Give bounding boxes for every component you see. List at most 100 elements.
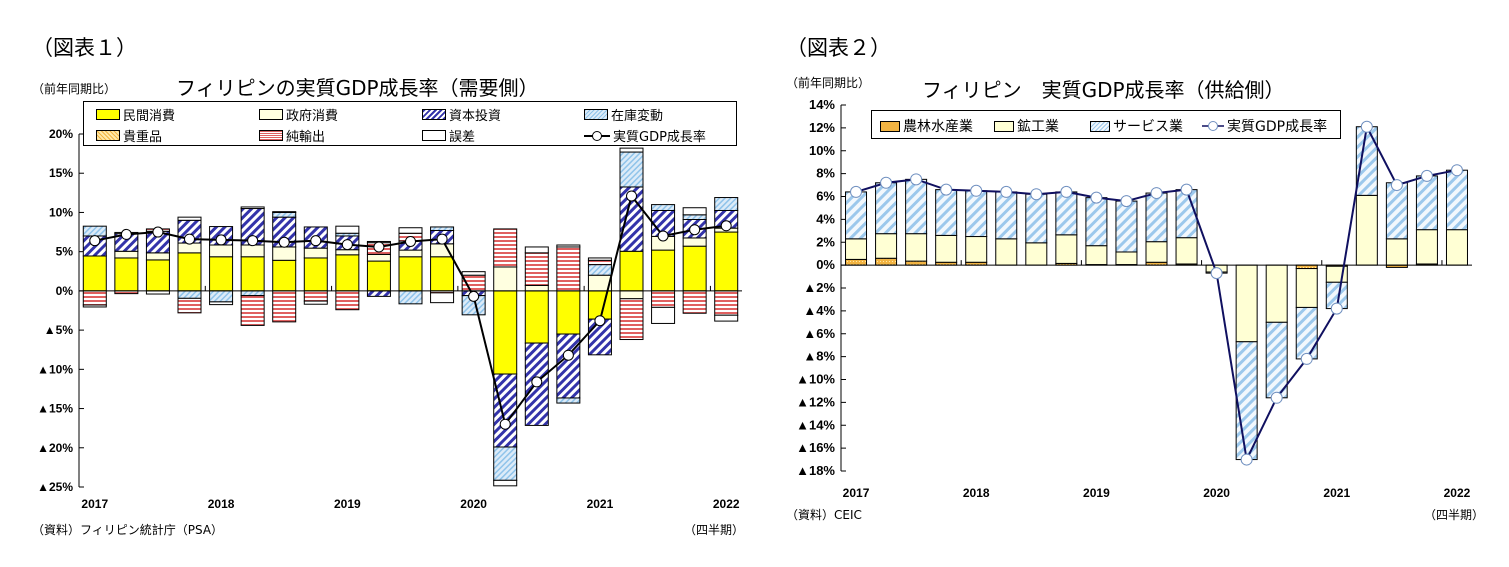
bar-private [272, 259, 297, 292]
gdp-point [405, 235, 416, 247]
bar-capital [556, 333, 581, 399]
y-tick-label: 4% [816, 211, 835, 226]
source-note-1: （資料）フィリピン統計庁（PSA） [32, 523, 224, 537]
legend-item-capital: 資本投資 [422, 105, 501, 124]
gdp-point [184, 233, 195, 245]
bar-industry [875, 233, 898, 259]
bar-govt [619, 290, 644, 300]
y-tick-label: ▲5% [44, 323, 74, 337]
bar-services [905, 178, 928, 235]
bar-net_exports [524, 252, 549, 286]
bar-industry [1235, 264, 1258, 343]
legend-swatch [994, 120, 1014, 132]
legend-2: 農林水産業 鉱工業 サービス業 実質GDP成長率 [871, 110, 1341, 139]
y-tick-label: ▲16% [796, 440, 835, 455]
x-tick-label: 2020 [1203, 486, 1230, 500]
bar-govt [682, 237, 707, 247]
bar-capital [493, 373, 518, 448]
bar-industry [1025, 242, 1048, 266]
bar-govt [145, 252, 170, 261]
bar-govt [493, 266, 518, 292]
gdp-point [341, 239, 353, 251]
bar-private [366, 260, 391, 292]
y-tick-label: 6% [816, 189, 835, 204]
y-tick-label: ▲20% [37, 441, 73, 455]
gdp-point [89, 235, 101, 247]
bar-industry [1295, 268, 1318, 308]
bar-govt [524, 284, 549, 292]
bar-industry [905, 233, 928, 262]
gdp-point [940, 183, 953, 196]
bar-services [935, 189, 958, 236]
gdp-point [1330, 302, 1343, 315]
bar-inventory [651, 204, 676, 211]
bar-private [682, 245, 707, 292]
legend-label: 農林水産業 [903, 119, 973, 135]
bar-agri [1295, 264, 1318, 270]
legend-item-services: サービス業 [1090, 116, 1183, 136]
bar-inventory [556, 397, 581, 404]
bar-industry [1385, 238, 1408, 266]
y-tick-label: ▲8% [803, 349, 835, 364]
legend-item-gdp: 実質GDP成長率 [584, 126, 706, 145]
gdp-point [1450, 164, 1463, 177]
bar-agri [845, 258, 868, 266]
y-tick-label: 0% [816, 257, 835, 272]
bar-industry [1085, 245, 1108, 266]
legend-label: 在庫変動 [611, 109, 664, 124]
bar-govt [209, 244, 234, 258]
bar-inventory [177, 290, 202, 299]
legend-item-govt: 政府消費 [259, 105, 338, 124]
bar-industry [1115, 251, 1138, 266]
bar-net_exports [303, 290, 328, 302]
bar-net_exports [240, 295, 265, 326]
gdp-point [531, 376, 543, 388]
x-tick-label: 2019 [334, 497, 361, 511]
legend-label: 政府消費 [286, 109, 339, 124]
legend-label: 鉱工業 [1017, 119, 1059, 135]
bar-inventory [209, 290, 234, 303]
y-tick-label: 10% [49, 205, 73, 219]
legend-item-valuables: 貴重品 [96, 126, 162, 145]
legend-item-industry: 鉱工業 [994, 116, 1059, 136]
bar-error [335, 225, 360, 234]
bar-private [240, 256, 265, 292]
unit-label-2: （前年同期比） [786, 76, 871, 90]
supply-side-chart: 14% 12% 10% 8% 6% 4% 2% 0% ▲2% ▲4% ▲6% ▲8% ▲10% ▲12% ▲… [796, 97, 1472, 500]
y-tick-label: 12% [809, 120, 835, 135]
bar-services [1295, 306, 1318, 360]
y-tick-label: 5% [56, 245, 74, 259]
gdp-point [1120, 195, 1133, 208]
legend-swatch [584, 109, 608, 120]
legend-item-private: 民間消費 [96, 105, 175, 124]
gdp-point [373, 241, 385, 253]
gdp-point [1390, 179, 1403, 192]
bar-error [398, 227, 423, 234]
y-tick-label: ▲18% [796, 463, 835, 478]
bar-industry [1355, 194, 1378, 266]
bar-services [1415, 175, 1438, 231]
bar-private [335, 254, 360, 292]
bar-services [875, 182, 898, 235]
bar-inventory [714, 197, 739, 211]
bar-private [82, 255, 107, 292]
period-note-2: （四半期） [1424, 508, 1485, 522]
legend-label: 資本投資 [449, 109, 502, 124]
bar-error [556, 244, 581, 248]
unit-label-1: （前年同期比） [32, 82, 117, 96]
gdp-point [1300, 352, 1313, 365]
gdp-point [152, 226, 164, 238]
legend-swatch [259, 130, 283, 141]
bar-govt [303, 247, 328, 259]
bar-industry [995, 238, 1018, 266]
gdp-point [1420, 169, 1433, 182]
gdp-point [970, 184, 983, 197]
legend-label: 実質GDP成長率 [1227, 119, 1328, 135]
legend-label: サービス業 [1113, 119, 1183, 135]
gdp-point [278, 236, 290, 248]
bar-private [524, 290, 549, 344]
y-tick-label: ▲4% [803, 303, 835, 318]
bar-inventory [493, 446, 518, 481]
bar-inventory [82, 225, 107, 237]
